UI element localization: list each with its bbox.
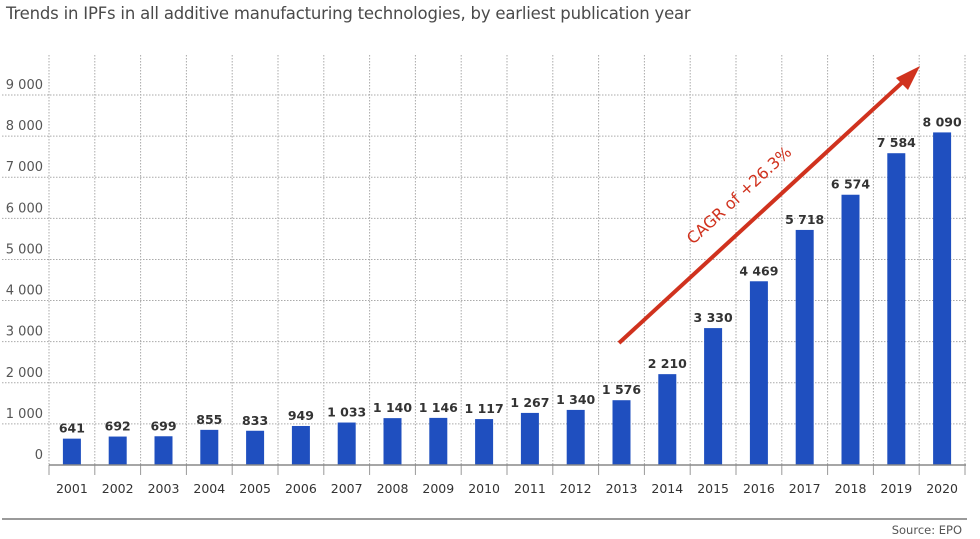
data-label: 2 210 <box>648 356 687 371</box>
bar <box>475 419 494 465</box>
bar <box>566 409 585 465</box>
bar <box>933 132 952 465</box>
y-tick-label: 3 000 <box>6 325 43 340</box>
y-tick-label: 2 000 <box>6 366 43 381</box>
data-label: 4 469 <box>739 263 778 278</box>
bar <box>841 194 860 466</box>
trend-arrow-shaft <box>617 78 907 345</box>
bar <box>108 436 127 465</box>
data-label: 6 574 <box>831 177 870 192</box>
data-label: 699 <box>150 418 176 433</box>
x-tick-label: 2016 <box>743 481 775 496</box>
bar <box>795 229 814 465</box>
data-label: 1 140 <box>373 400 412 415</box>
x-tick-label: 2013 <box>606 481 638 496</box>
x-tick-label: 2014 <box>651 481 683 496</box>
bar <box>704 328 723 465</box>
x-tick-label: 2004 <box>193 481 225 496</box>
x-tick-label: 2011 <box>514 481 546 496</box>
bar <box>749 281 768 465</box>
y-tick-label: 0 <box>35 448 43 463</box>
bar <box>154 436 173 465</box>
x-tick-label: 2017 <box>789 481 821 496</box>
y-tick-label: 6 000 <box>6 201 43 216</box>
bar <box>612 400 631 465</box>
data-label: 7 584 <box>877 135 916 150</box>
x-tick-label: 2012 <box>560 481 592 496</box>
x-tick-label: 2015 <box>697 481 729 496</box>
bar <box>520 412 539 465</box>
x-tick-label: 2002 <box>102 481 134 496</box>
bar <box>429 417 448 465</box>
x-tick-label: 2005 <box>239 481 271 496</box>
data-label: 949 <box>288 408 314 423</box>
divider <box>2 518 967 520</box>
bar <box>62 438 81 465</box>
x-tick-label: 2003 <box>148 481 180 496</box>
data-label: 1 117 <box>465 401 504 416</box>
y-tick-label: 1 000 <box>6 407 43 422</box>
y-tick-label: 9 000 <box>6 78 43 93</box>
bar <box>383 418 402 465</box>
data-label: 692 <box>105 419 131 434</box>
data-label: 855 <box>196 412 222 427</box>
chart-title: Trends in IPFs in all additive manufactu… <box>6 4 691 23</box>
bar <box>200 429 219 465</box>
x-tick-label: 2001 <box>56 481 88 496</box>
data-label: 8 090 <box>923 114 962 129</box>
x-tick-label: 2019 <box>880 481 912 496</box>
bar <box>291 425 310 465</box>
x-tick-label: 2020 <box>926 481 958 496</box>
data-label: 641 <box>59 421 85 436</box>
y-tick-label: 7 000 <box>6 160 43 175</box>
data-label: 5 718 <box>785 212 824 227</box>
data-label: 3 330 <box>694 310 733 325</box>
data-label: 1 146 <box>419 400 458 415</box>
data-label: 1 033 <box>327 405 366 420</box>
x-tick-label: 2007 <box>331 481 363 496</box>
x-tick-label: 2010 <box>468 481 500 496</box>
x-tick-label: 2006 <box>285 481 317 496</box>
y-tick-label: 4 000 <box>6 284 43 299</box>
source-note: Source: EPO <box>891 523 962 537</box>
x-tick-label: 2018 <box>835 481 867 496</box>
bar <box>337 422 356 465</box>
bar <box>658 374 677 465</box>
x-tick-label: 2008 <box>377 481 409 496</box>
y-tick-label: 5 000 <box>6 242 43 257</box>
data-label: 1 267 <box>510 395 549 410</box>
y-tick-label: 8 000 <box>6 119 43 134</box>
trend-arrow-head-icon <box>896 66 920 90</box>
data-label: 1 340 <box>556 392 595 407</box>
data-label: 833 <box>242 413 268 428</box>
x-tick-label: 2009 <box>422 481 454 496</box>
bar <box>246 430 265 465</box>
bar <box>887 153 906 466</box>
data-label: 1 576 <box>602 382 641 397</box>
